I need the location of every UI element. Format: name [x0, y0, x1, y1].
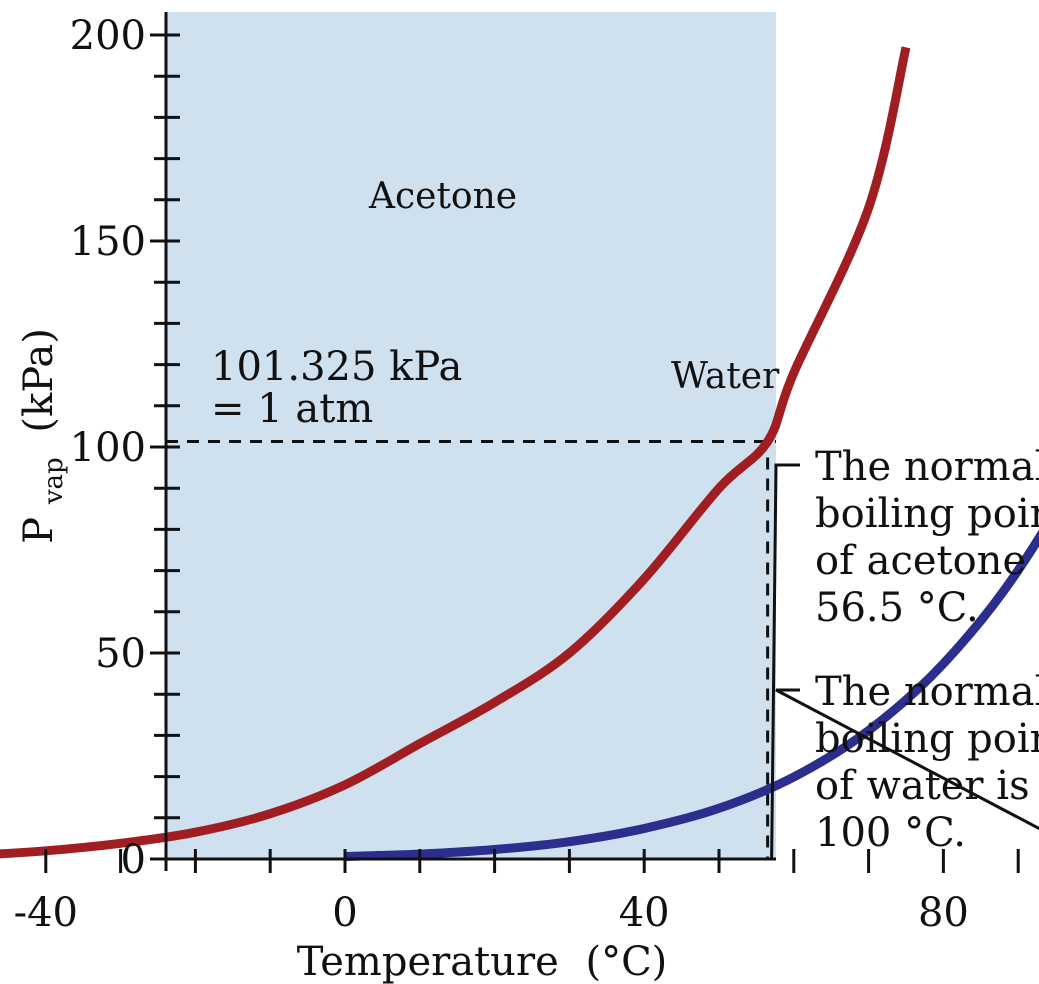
reference-label-kpa: 101.325 kPa — [211, 344, 462, 390]
x-tick-label-40: 40 — [619, 890, 670, 936]
boiling-point-note-0-line-2: of acetone is — [815, 538, 1039, 584]
boiling-point-note-0-line-3: 56.5 °C. — [815, 585, 979, 631]
x-axis-title: Temperature (°C) — [297, 939, 668, 984]
y-tick-label-0: 0 — [121, 837, 146, 883]
reference-lines — [166, 440, 776, 859]
boiling-point-note-1-line-2: of water is — [815, 763, 1030, 809]
series-label-acetone: Acetone — [368, 176, 517, 217]
y-axis-title-unit: (kPa) — [16, 328, 62, 432]
y-axis-title: P vap (kPa) — [16, 328, 72, 544]
boiling-point-note-0-line-1: boiling point — [815, 491, 1039, 537]
boiling-point-note-1-line-0: The normal — [815, 669, 1039, 715]
y-tick-label-100: 100 — [70, 425, 146, 471]
boiling-point-leader-0 — [770, 463, 800, 860]
series-line-acetone — [0, 46, 911, 859]
x-tick-label--40: -40 — [14, 890, 78, 936]
x-tick-label-80: 80 — [918, 890, 969, 936]
y-tick-label-200: 200 — [70, 13, 146, 59]
labels: Acetone Water 101.325 kPa = 1 atm Temper… — [16, 176, 780, 984]
y-tick-label-150: 150 — [70, 219, 146, 265]
series-label-water: Water — [671, 356, 780, 397]
x-tick-label-0: 0 — [332, 890, 357, 936]
axes — [44, 12, 1020, 873]
x-axis-title-unit: (°C) — [585, 939, 667, 984]
plot-background — [166, 12, 776, 859]
y-axis-title-sub: vap — [39, 457, 69, 505]
x-axis-title-text: Temperature — [297, 939, 559, 984]
reference-label-atm: = 1 atm — [211, 386, 373, 432]
y-tick-label-50: 50 — [95, 631, 146, 677]
boiling-point-note-0-line-0: The normal — [815, 444, 1039, 490]
boiling-point-note-1-line-1: boiling point — [815, 716, 1039, 762]
boiling-point-note-1-line-3: 100 °C. — [815, 810, 966, 856]
y-axis-title-main: P — [16, 517, 62, 544]
boiling-point-leader-1 — [775, 688, 1039, 831]
